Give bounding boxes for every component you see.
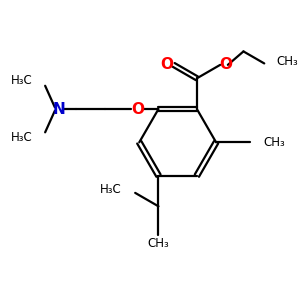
Text: H₃C: H₃C xyxy=(11,74,33,88)
Text: O: O xyxy=(160,57,173,72)
Text: O: O xyxy=(131,101,144,116)
Text: O: O xyxy=(219,57,232,72)
Text: CH₃: CH₃ xyxy=(277,55,298,68)
Text: H₃C: H₃C xyxy=(11,130,33,144)
Text: CH₃: CH₃ xyxy=(263,136,285,149)
Text: CH₃: CH₃ xyxy=(148,237,169,250)
Text: H₃C: H₃C xyxy=(100,184,122,196)
Text: N: N xyxy=(52,101,65,116)
